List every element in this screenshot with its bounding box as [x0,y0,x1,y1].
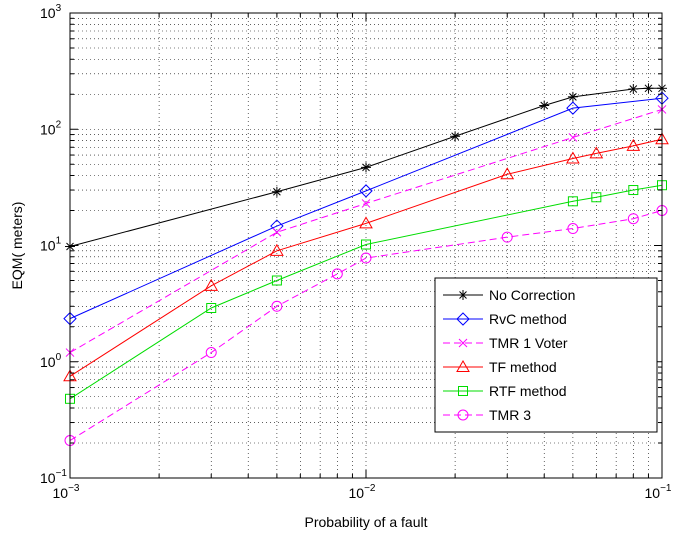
y-tick-label: 10−1 [40,468,67,486]
x-tick-label: 10−1 [645,483,672,501]
x-tick-label: 10−2 [349,483,376,501]
legend-label-no-correction: No Correction [489,287,575,303]
legend-item-tmr-3: TMR 3 [443,407,531,423]
series-line-tmr-3 [69,210,663,441]
y-tick-label: 101 [40,236,62,254]
y-tick-label: 100 [40,352,62,370]
legend-marker-tf-method [456,359,470,372]
data-point-tmr-3 [501,231,513,243]
data-point-rtf-method [628,185,639,196]
data-point-tf-method [566,151,580,164]
series-line-tf-method [69,138,663,377]
legend-item-tmr-1-voter: TMR 1 Voter [443,335,568,351]
legend-marker-no-correction [458,290,468,300]
legend-item-tf-method: TF method [443,359,557,375]
legend-item-rtf-method: RTF method [443,383,567,399]
legend-label-tmr-1-voter: TMR 1 Voter [489,335,568,351]
data-point-rtf-method [206,302,217,313]
data-point-tf-method [359,216,373,229]
series-tmr-3 [64,205,668,447]
svg-text:102: 102 [40,119,62,137]
svg-text:100: 100 [40,352,62,370]
legend-marker-rtf-method [458,386,468,396]
svg-text:103: 103 [40,3,62,21]
legend-marker-rvc-method [456,312,470,326]
svg-text:10−1: 10−1 [40,468,67,486]
data-point-tmr-3 [205,347,217,359]
series-tmr-1-voter [65,105,667,357]
data-point-tf-method [270,243,284,256]
legend-item-no-correction: No Correction [443,287,575,303]
legend-box [434,277,658,433]
x-tick-label: 10−3 [53,483,80,501]
data-point-no-correction [361,162,371,173]
data-point-tmr-3 [567,223,579,235]
data-point-tf-method [204,278,219,291]
data-point-rvc-method [359,184,373,198]
data-point-rtf-method [591,192,602,203]
data-point-rtf-method [567,196,578,207]
y-tick-label: 103 [40,3,62,21]
data-point-tmr-1-voter [568,133,578,142]
legend-marker-tmr-3 [457,409,469,421]
data-point-no-correction [539,100,550,111]
legend-marker-tmr-1-voter [458,338,468,348]
legend-label-rtf-method: RTF method [489,383,567,399]
data-point-no-correction [271,186,282,197]
legend-label-tf-method: TF method [489,359,557,375]
data-point-tf-method [589,146,604,159]
series-layer [63,83,669,447]
y-tick-label: 102 [40,119,62,137]
data-point-tmr-3 [271,300,283,312]
legend-label-tmr-3: TMR 3 [489,407,531,423]
x-axis-title: Probability of a fault [305,514,428,530]
svg-text:10−1: 10−1 [645,483,672,501]
data-point-tmr-1-voter [361,199,371,208]
svg-text:10−2: 10−2 [349,483,376,501]
legend-label-rvc-method: RvC method [489,311,567,327]
data-point-no-correction [450,131,461,142]
legend-item-rvc-method: RvC method [443,311,567,327]
series-no-correction [65,83,667,252]
data-point-tf-method [626,138,641,151]
data-point-no-correction [628,83,639,94]
series-line-rvc-method [69,97,663,320]
series-line-rtf-method [69,184,663,400]
ticks [70,13,662,478]
data-point-rtf-method [361,239,371,250]
data-point-tmr-3 [331,268,343,280]
y-axis-title: EQM( meters) [9,202,25,290]
data-point-tmr-3 [360,252,372,264]
data-point-tmr-3 [627,213,639,225]
legend: No Correction RvC method TMR 1 Voter TF met… [434,277,658,433]
data-point-no-correction [567,91,578,102]
data-point-tf-method [500,167,515,180]
svg-text:10−3: 10−3 [53,483,80,501]
data-point-no-correction [643,83,654,94]
data-point-rvc-method [566,101,580,115]
data-point-rtf-method [271,275,282,286]
svg-text:101: 101 [40,236,62,254]
data-point-tmr-1-voter [272,227,282,237]
